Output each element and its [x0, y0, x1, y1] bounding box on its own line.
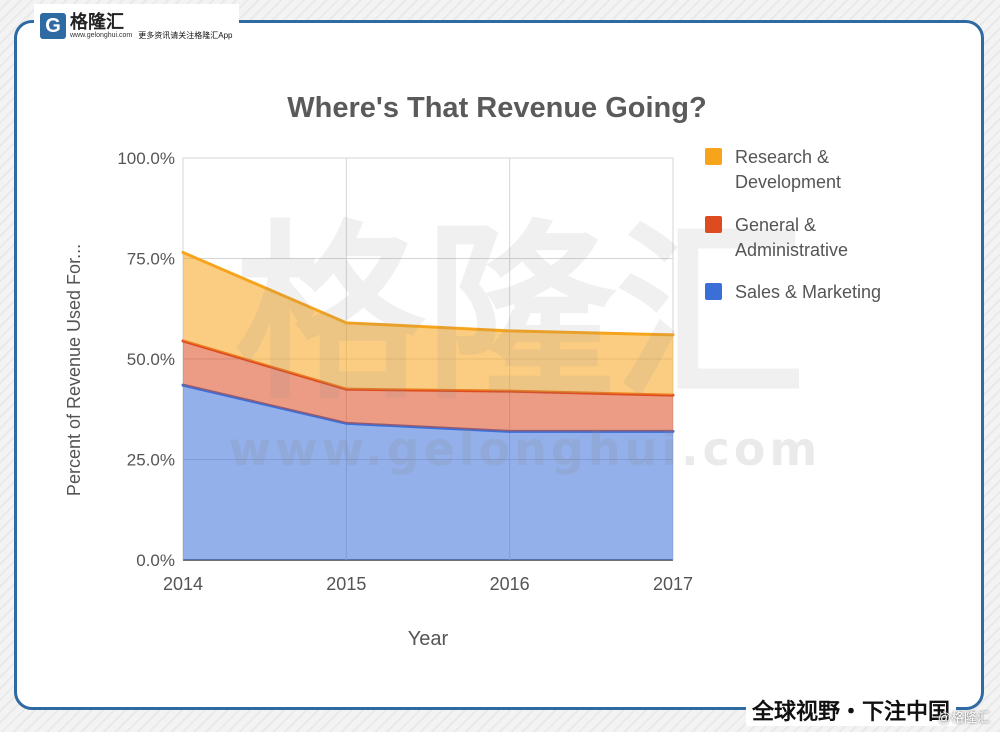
legend-swatch [705, 283, 722, 300]
legend-label: Research & Development [735, 147, 841, 192]
y-tick-label: 25.0% [127, 451, 175, 470]
brand-logo: G 格隆汇 www.gelonghui.com 更多资讯请关注格隆汇App [34, 4, 239, 48]
area-sales-marketing [183, 385, 673, 560]
watermark-name: 格隆汇 [235, 204, 805, 425]
y-tick-label: 100.0% [117, 149, 175, 168]
x-tick-label: 2016 [490, 574, 530, 594]
data-point [671, 333, 675, 337]
footer-credit: @格隆汇 [937, 710, 990, 725]
legend-label: General & Administrative [735, 215, 848, 260]
x-tick-label: 2014 [163, 574, 203, 594]
header-slogan: 更多资讯请关注格隆汇App [138, 30, 233, 40]
line-research-development [182, 251, 674, 337]
data-point [181, 250, 185, 254]
legend-label: Sales & Marketing [735, 282, 881, 302]
x-tick-label: 2017 [653, 574, 693, 594]
logo-name: 格隆汇 [70, 12, 124, 32]
y-tick-label: 75.0% [127, 250, 175, 269]
logo-mark-icon: G [40, 13, 66, 39]
area-general-administrative [183, 340, 673, 432]
data-point [344, 321, 348, 325]
x-axis-label: Year [408, 628, 449, 650]
logo-url: www.gelonghui.com [70, 32, 133, 39]
y-tick-label: 50.0% [127, 350, 175, 369]
area-research-development [183, 252, 673, 396]
y-axis-label: Percent of Revenue Used For... [64, 244, 84, 496]
legend-swatch [705, 216, 722, 233]
x-tick-label: 2015 [326, 574, 366, 594]
y-tick-label: 0.0% [136, 551, 175, 570]
footer-slogan: 全球视野・下注中国 [745, 694, 956, 726]
watermark-url: www.gelonghui.com [229, 422, 822, 476]
data-point [508, 329, 512, 333]
legend-swatch [705, 148, 722, 165]
chart-title: Where's That Revenue Going? [287, 92, 706, 124]
